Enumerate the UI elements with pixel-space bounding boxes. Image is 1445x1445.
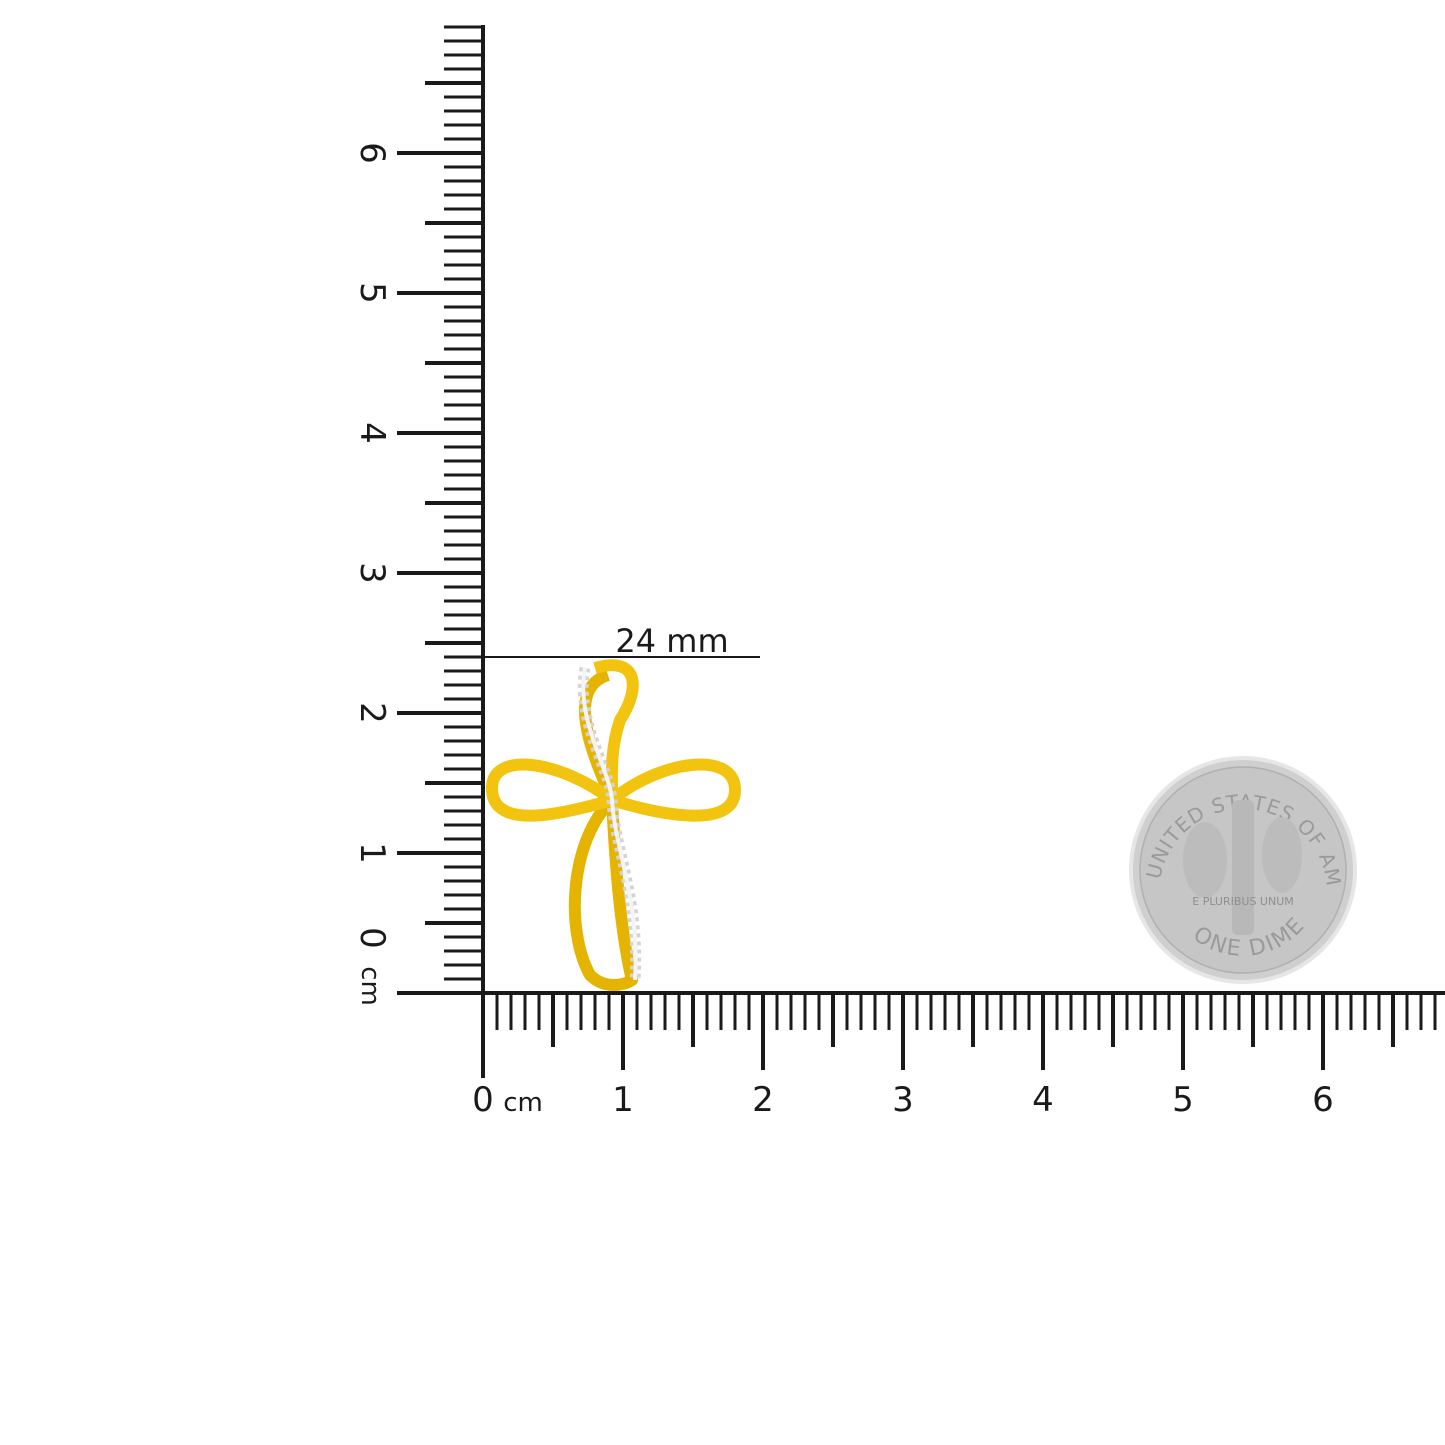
vertical-ruler-label: 1	[352, 842, 392, 864]
olive-branch-icon	[1183, 822, 1227, 898]
vertical-ruler-label: 4	[352, 422, 392, 444]
cross-pendant	[486, 659, 742, 991]
dime-coin: UNITED STATES OF AMERICA ONE DIME E PLUR…	[0, 0, 1357, 984]
horizontal-ruler-label: 5	[1172, 1080, 1194, 1120]
vertical-ruler-label: 3	[352, 562, 392, 584]
vertical-ruler-label: 2	[352, 702, 392, 724]
horizontal-ruler-ticks	[481, 993, 1437, 1078]
dimension-label: 24 mm	[615, 622, 729, 660]
svg-text:E PLURIBUS UNUM: E PLURIBUS UNUM	[1192, 895, 1294, 908]
vertical-ruler-label: 6	[352, 142, 392, 164]
horizontal-ruler-label: 4	[1032, 1080, 1054, 1120]
horizontal-ruler-label: 6	[1312, 1080, 1334, 1120]
oak-branch-icon	[1262, 817, 1302, 893]
horizontal-ruler-label: 1	[612, 1080, 634, 1120]
horizontal-ruler-unit: cm	[503, 1088, 543, 1118]
vertical-ruler-ticks	[397, 25, 483, 981]
horizontal-ruler-label: 0	[472, 1080, 494, 1120]
vertical-ruler-unit: cm	[355, 966, 385, 1006]
torch-icon	[1232, 800, 1254, 935]
vertical-ruler-label: 5	[352, 282, 392, 304]
vertical-ruler-label: 0	[352, 927, 392, 949]
horizontal-ruler-label: 2	[752, 1080, 774, 1120]
svg-text:UNITED STATES OF AMERICA: UNITED STATES OF AMERICA	[0, 0, 1345, 888]
horizontal-ruler-label: 3	[892, 1080, 914, 1120]
